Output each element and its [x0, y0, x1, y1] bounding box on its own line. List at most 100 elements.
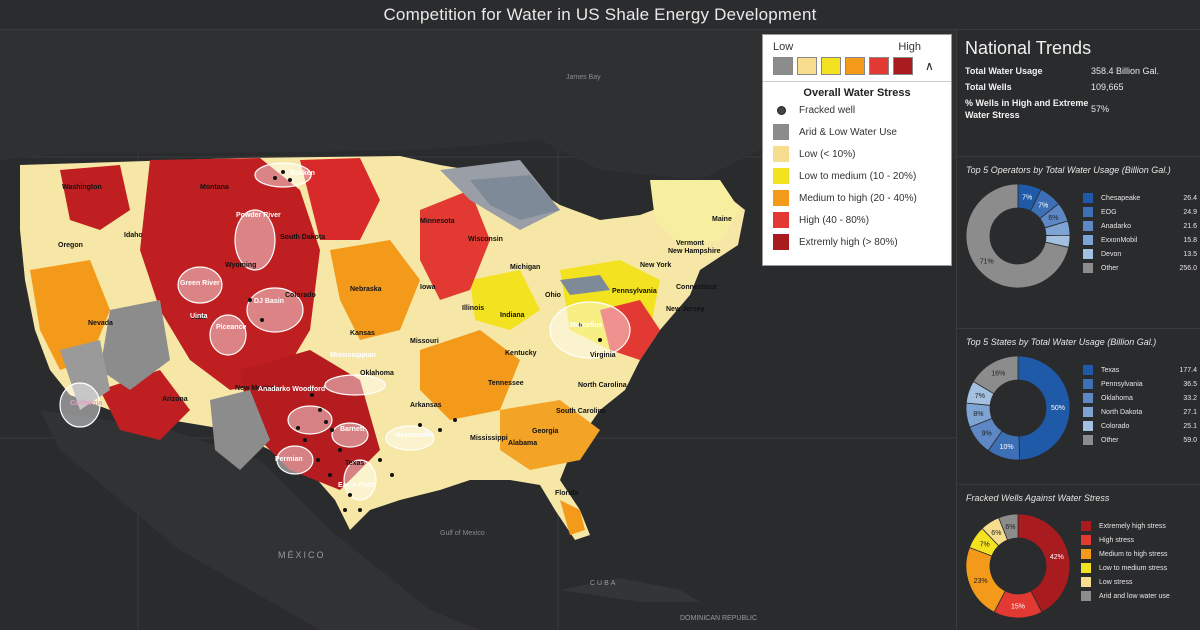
- map-label-play: Marcellus: [570, 322, 603, 329]
- map-label-state: Virginia: [590, 352, 616, 359]
- donut-slice[interactable]: [965, 183, 1070, 289]
- map-label-state: Kansas: [350, 330, 375, 337]
- map-label-play: Bakken: [290, 170, 315, 177]
- donut-slice-label: 6%: [991, 530, 1001, 537]
- map-label-country: DOMINICAN REPUBLIC: [680, 615, 758, 622]
- legend-scale-swatch: [893, 57, 913, 75]
- map-label-state: Indiana: [500, 312, 525, 319]
- operators-title: Top 5 Operators by Total Water Usage (Bi…: [966, 165, 1171, 175]
- legend-scale-swatch: [821, 57, 841, 75]
- legend-scale-swatch: [773, 57, 793, 75]
- chart-legend-row: Devon 13.5: [1083, 247, 1197, 261]
- page-title: Competition for Water in US Shale Energy…: [383, 4, 817, 24]
- legend-item: Low to medium (10 - 20%): [763, 165, 951, 187]
- trend-value: 57%: [1091, 104, 1110, 114]
- chart-legend-row: Low to medium stress: [1081, 561, 1195, 575]
- chart-legend-name: Texas: [1101, 366, 1120, 374]
- map-label-state: Montana: [200, 184, 229, 191]
- states-legend: Texas 177.4 Pennsylvania 36.5 Oklahoma 33.2 No…: [1083, 363, 1197, 447]
- chart-legend-row: ExxonMobil 15.8: [1083, 233, 1197, 247]
- chart-legend-name: Anadarko: [1101, 222, 1131, 230]
- map-label-play: Powder River: [236, 212, 281, 219]
- chart-legend-name: Extremely high stress: [1099, 522, 1166, 530]
- donut-slice-label: 9%: [982, 430, 992, 437]
- map-label-state: Tennessee: [488, 380, 524, 387]
- map-legend: Low High ∧ Overall Water Stress Fracked …: [762, 34, 952, 266]
- map-label-state: Alabama: [508, 440, 538, 447]
- donut-slice[interactable]: [972, 355, 1019, 395]
- map-label-play: Barnett: [340, 426, 365, 433]
- chart-legend-name: Other: [1101, 264, 1119, 272]
- chart-legend-name: Arid and low water use: [1099, 592, 1170, 600]
- donut-slice-label: 71%: [980, 258, 994, 265]
- chart-legend-name: Medium to high stress: [1099, 550, 1168, 558]
- legend-swatch: [773, 168, 789, 184]
- map-label-play: Mississippian: [330, 352, 376, 359]
- trend-row: % Wells in High and Extreme Water Stress…: [957, 93, 1200, 121]
- chart-legend-swatch: [1083, 421, 1093, 431]
- map-label-play: Green River: [180, 280, 220, 287]
- legend-item-label: Extremly high (> 80%): [799, 236, 898, 248]
- map-label-state: Oklahoma: [360, 370, 394, 377]
- chart-legend-swatch: [1083, 379, 1093, 389]
- map-label-state: Texas: [345, 460, 365, 467]
- legend-item-label: Arid & Low Water Use: [799, 126, 897, 138]
- donut-slice[interactable]: [998, 513, 1019, 541]
- donut-slice-label: 50%: [1051, 405, 1065, 412]
- donut-slice-label: 8%: [973, 411, 983, 418]
- trend-row: Total Water Usage 358.4 Billion Gal.: [957, 65, 1200, 77]
- legend-item-label: Fracked well: [799, 104, 856, 116]
- chart-legend-row: Pennsylvania 36.5: [1083, 377, 1197, 391]
- legend-high-label: High: [898, 41, 921, 53]
- chart-legend-row: North Dakota 27.1: [1083, 405, 1197, 419]
- chart-legend-value: 256.0: [1179, 264, 1197, 272]
- chart-legend-name: Devon: [1101, 250, 1122, 258]
- chart-legend-name: North Dakota: [1101, 408, 1143, 416]
- states-donut[interactable]: 50% 10% 9% 8% 7% 16%: [963, 353, 1073, 463]
- map-label-state: Vermont: [676, 240, 705, 247]
- chart-legend-swatch: [1081, 549, 1091, 559]
- chart-legend-row: Arid and low water use: [1081, 589, 1195, 603]
- map-label-state: New Mexico: [235, 385, 276, 392]
- donut-slice-label: 10%: [1000, 444, 1014, 451]
- donut-slice[interactable]: [1017, 513, 1071, 613]
- legend-scale: ∧: [763, 53, 951, 75]
- chart-legend-swatch: [1083, 235, 1093, 245]
- map-canvas[interactable]: [0, 30, 956, 630]
- map-label-water: James Bay: [566, 74, 601, 81]
- map-label-state: Colorado: [285, 292, 316, 299]
- operators-donut[interactable]: 7%7%6%71%: [963, 181, 1073, 291]
- chart-legend-name: Pennsylvania: [1101, 380, 1143, 388]
- wells-title: Fracked Wells Against Water Stress: [966, 493, 1110, 503]
- chart-legend-row: Texas 177.4: [1083, 363, 1197, 377]
- map-label-state: Wisconsin: [468, 236, 503, 243]
- donut-slice-label: 7%: [1038, 202, 1048, 209]
- chart-legend-value: 33.2: [1183, 394, 1197, 402]
- map-label-country: MÉXICO: [278, 550, 326, 560]
- chart-legend-row: Other 256.0: [1083, 261, 1197, 275]
- map-label-state: Ohio: [545, 292, 561, 299]
- trend-key: Total Wells: [965, 82, 1012, 92]
- chart-legend-value: 59.0: [1183, 436, 1197, 444]
- map-label-state: Wyoming: [225, 262, 257, 269]
- chart-legend-name: ExxonMobil: [1101, 236, 1138, 244]
- wells-donut[interactable]: 42%15%23%7%6%6%: [963, 511, 1073, 621]
- trend-row: Total Wells 109,665: [957, 77, 1200, 93]
- map-label-state: Florida: [555, 490, 579, 497]
- chart-legend-swatch: [1081, 563, 1091, 573]
- legend-item: Extremly high (> 80%): [763, 231, 951, 253]
- map-label-state: Kentucky: [505, 350, 537, 357]
- map-label-state: Iowa: [420, 284, 436, 291]
- legend-swatch: [773, 234, 789, 250]
- donut-slice-label: 42%: [1050, 554, 1064, 561]
- trend-key: Total Water Usage: [965, 66, 1043, 76]
- trend-value: 109,665: [1091, 82, 1124, 92]
- legend-swatch: [773, 190, 789, 206]
- map-label-state: Washington: [62, 184, 102, 191]
- map-label-play: Uinta: [190, 313, 208, 320]
- panel-heading: National Trends: [965, 38, 1092, 58]
- chart-legend-swatch: [1083, 263, 1093, 273]
- donut-slice[interactable]: [1017, 355, 1071, 461]
- legend-collapse-icon[interactable]: ∧: [925, 59, 934, 73]
- chart-legend-name: Low to medium stress: [1099, 564, 1168, 572]
